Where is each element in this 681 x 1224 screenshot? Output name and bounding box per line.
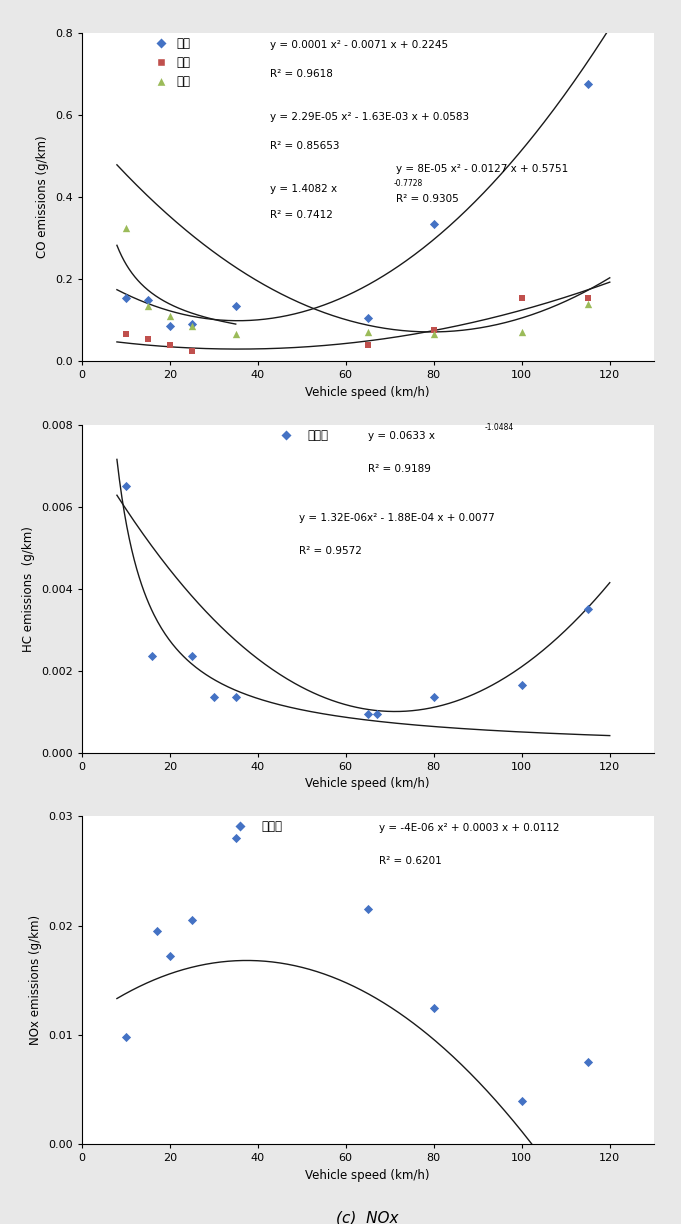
Point <box>187 341 197 361</box>
Text: R² = 0.9305: R² = 0.9305 <box>396 193 459 203</box>
Point <box>371 704 382 723</box>
Point <box>428 324 439 344</box>
Point <box>230 829 241 848</box>
Text: R² = 0.6201: R² = 0.6201 <box>379 856 442 865</box>
Point <box>164 335 175 355</box>
Point <box>230 688 241 707</box>
Point <box>516 288 527 307</box>
Y-axis label: HC emissions  (g/km): HC emissions (g/km) <box>22 526 35 651</box>
Point <box>187 317 197 337</box>
Point <box>516 323 527 343</box>
Text: -0.7728: -0.7728 <box>394 179 423 188</box>
Text: y = 1.32E-06x² - 1.88E-04 x + 0.0077: y = 1.32E-06x² - 1.88E-04 x + 0.0077 <box>299 513 495 524</box>
Point <box>142 329 153 349</box>
Point <box>164 946 175 966</box>
X-axis label: Vehicle speed (km/h): Vehicle speed (km/h) <box>306 777 430 791</box>
Point <box>121 1027 131 1047</box>
Point <box>230 296 241 316</box>
Text: y = 0.0001 x² - 0.0071 x + 0.2245: y = 0.0001 x² - 0.0071 x + 0.2245 <box>270 39 449 50</box>
Point <box>146 646 157 666</box>
Point <box>582 294 593 313</box>
Point <box>121 288 131 307</box>
Point <box>187 646 197 666</box>
Y-axis label: CO emissions (g/km): CO emissions (g/km) <box>36 136 50 258</box>
Point <box>428 321 439 340</box>
Point <box>516 676 527 695</box>
Text: (c)  NOx: (c) NOx <box>336 1211 399 1224</box>
Text: R² = 0.9189: R² = 0.9189 <box>368 464 430 474</box>
Point <box>362 900 373 919</box>
X-axis label: Vehicle speed (km/h): Vehicle speed (km/h) <box>306 1169 430 1182</box>
Point <box>582 1053 593 1072</box>
Point <box>428 998 439 1017</box>
Text: y = 1.4082 x: y = 1.4082 x <box>270 184 338 193</box>
Point <box>208 688 219 707</box>
Y-axis label: NOx emissions (g/km): NOx emissions (g/km) <box>29 916 42 1045</box>
Legend: 소형, 중형, 대형: 소형, 중형, 대형 <box>145 32 195 93</box>
Text: y = 2.29E-05 x² - 1.63E-03 x + 0.0583: y = 2.29E-05 x² - 1.63E-03 x + 0.0583 <box>270 111 470 121</box>
Legend: 소중대: 소중대 <box>224 815 287 838</box>
Point <box>164 317 175 337</box>
Point <box>582 75 593 94</box>
Point <box>121 476 131 496</box>
Point <box>142 290 153 310</box>
Text: R² = 0.9572: R² = 0.9572 <box>299 546 362 556</box>
Point <box>582 600 593 619</box>
Point <box>142 296 153 316</box>
Text: y = -4E-06 x² + 0.0003 x + 0.0112: y = -4E-06 x² + 0.0003 x + 0.0112 <box>379 823 560 834</box>
Point <box>362 704 373 723</box>
Point <box>362 308 373 328</box>
Point <box>151 922 162 941</box>
X-axis label: Vehicle speed (km/h): Vehicle speed (km/h) <box>306 386 430 399</box>
Point <box>187 911 197 930</box>
Text: (a)  CO: (a) CO <box>341 427 394 442</box>
Text: y = 0.0633 x: y = 0.0633 x <box>368 431 434 442</box>
Legend: 소중대: 소중대 <box>270 424 333 447</box>
Point <box>121 324 131 344</box>
Point <box>428 688 439 707</box>
Text: -1.0484: -1.0484 <box>485 424 514 432</box>
Text: y = 8E-05 x² - 0.0127 x + 0.5751: y = 8E-05 x² - 0.0127 x + 0.5751 <box>396 164 569 174</box>
Point <box>164 306 175 326</box>
Text: R² = 0.85653: R² = 0.85653 <box>270 141 340 152</box>
Point <box>428 214 439 234</box>
Text: R² = 0.9618: R² = 0.9618 <box>270 69 334 80</box>
Point <box>230 324 241 344</box>
Point <box>362 323 373 343</box>
Point <box>362 335 373 355</box>
Point <box>187 315 197 334</box>
Point <box>582 288 593 307</box>
Text: (b)  HC: (b) HC <box>341 819 394 834</box>
Text: R² = 0.7412: R² = 0.7412 <box>270 211 334 220</box>
Point <box>516 1091 527 1110</box>
Point <box>121 218 131 237</box>
